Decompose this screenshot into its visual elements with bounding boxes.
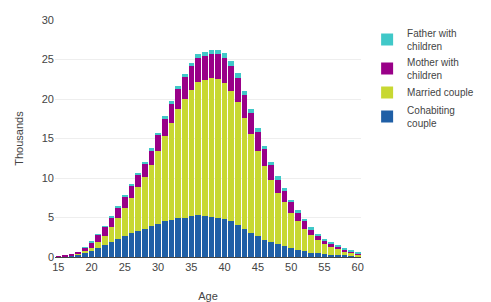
svg-text:45: 45 bbox=[252, 261, 264, 273]
svg-text:40: 40 bbox=[219, 261, 231, 273]
svg-text:35: 35 bbox=[185, 261, 197, 273]
svg-text:30: 30 bbox=[152, 261, 164, 273]
svg-text:Mother withchildren: Mother withchildren bbox=[407, 57, 459, 81]
svg-text:Married couple: Married couple bbox=[407, 87, 474, 98]
svg-text:60: 60 bbox=[352, 261, 364, 273]
svg-text:Cohabitingcouple: Cohabitingcouple bbox=[407, 105, 455, 129]
svg-text:20: 20 bbox=[42, 93, 54, 105]
svg-text:Thousands: Thousands bbox=[13, 111, 25, 166]
svg-text:25: 25 bbox=[42, 53, 54, 65]
svg-text:Age: Age bbox=[198, 290, 218, 302]
svg-text:55: 55 bbox=[318, 261, 330, 273]
svg-text:30: 30 bbox=[42, 14, 54, 26]
svg-text:15: 15 bbox=[42, 132, 54, 144]
svg-text:10: 10 bbox=[42, 172, 54, 184]
svg-text:Father withchildren: Father withchildren bbox=[407, 28, 456, 52]
svg-text:50: 50 bbox=[285, 261, 297, 273]
svg-text:0: 0 bbox=[48, 251, 54, 263]
svg-text:25: 25 bbox=[119, 261, 131, 273]
svg-text:20: 20 bbox=[85, 261, 97, 273]
svg-text:5: 5 bbox=[48, 211, 54, 223]
svg-text:15: 15 bbox=[52, 261, 64, 273]
